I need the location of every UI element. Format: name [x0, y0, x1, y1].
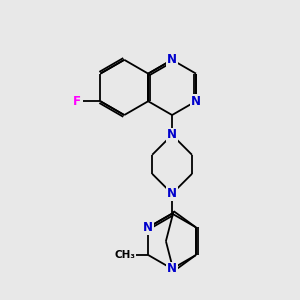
- Text: N: N: [167, 187, 177, 200]
- Text: CH₃: CH₃: [114, 250, 135, 260]
- Text: N: N: [167, 128, 177, 141]
- Text: N: N: [167, 262, 177, 275]
- Text: N: N: [191, 95, 201, 108]
- Text: N: N: [167, 53, 177, 66]
- Text: N: N: [143, 221, 153, 234]
- Text: F: F: [73, 95, 81, 108]
